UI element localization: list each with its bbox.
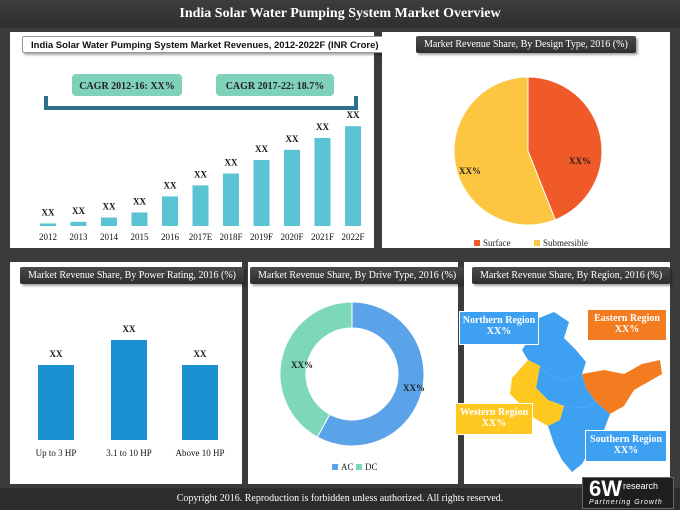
legend-ac-swatch xyxy=(332,464,338,470)
revenue-bar xyxy=(162,196,178,226)
legend-submersible-label: Submersible xyxy=(543,238,588,248)
revenue-bar xyxy=(40,223,56,226)
revenue-bar xyxy=(345,126,361,226)
revenue-bar xyxy=(253,160,270,226)
cagr-text-1: CAGR 2012-16: XX% xyxy=(79,81,175,92)
revenue-bar-label: XX xyxy=(347,110,360,120)
revenue-tick-label: 2012 xyxy=(39,232,57,242)
power-chart: XX Up to 3 HP XX 3.1 to 10 HP XX Above 10 HP xyxy=(36,324,225,458)
eastern-region-value: XX% xyxy=(614,324,640,335)
design-chart: XX% XX% Surface Submersible xyxy=(453,76,603,248)
eastern-region-shape xyxy=(582,360,662,414)
page-title: India Solar Water Pumping System Market … xyxy=(0,0,680,28)
western-region-label: Western Region XX% xyxy=(455,403,533,435)
logo-word: research xyxy=(623,481,659,491)
revenue-bar-label: XX xyxy=(103,202,116,212)
legend-dc-label: DC xyxy=(365,462,378,472)
southern-region-value: XX% xyxy=(613,445,639,456)
drive-chart-title: Market Revenue Share, By Drive Type, 201… xyxy=(250,267,465,284)
revenue-chart-title: India Solar Water Pumping System Market … xyxy=(22,36,388,53)
design-slice xyxy=(527,76,603,221)
power-bar xyxy=(111,340,147,440)
power-chart-title: Market Revenue Share, By Power Rating, 2… xyxy=(20,267,245,284)
drive-slice-label: XX% xyxy=(403,383,425,393)
revenue-tick-label: 2016 xyxy=(161,232,180,242)
revenue-tick-label: 2020F xyxy=(280,232,303,242)
power-bar-label: XX xyxy=(194,349,207,359)
design-chart-title: Market Revenue Share, By Design Type, 20… xyxy=(416,36,636,53)
revenue-bar-label: XX xyxy=(133,196,146,206)
revenue-bar-label: XX xyxy=(72,206,85,216)
drive-slice xyxy=(279,301,353,438)
eastern-region-name: Eastern Region xyxy=(594,313,660,324)
cagr-box-2 xyxy=(216,74,334,96)
legend-surface-label: Surface xyxy=(483,238,510,248)
drive-slice xyxy=(316,301,425,447)
revenue-bar xyxy=(314,138,331,226)
legend-submersible-swatch xyxy=(534,240,540,246)
logo-tagline: Partnering Growth xyxy=(589,499,663,506)
northern-region-label: Northern Region XX% xyxy=(459,311,539,345)
revenue-tick-label: 2013 xyxy=(70,232,89,242)
revenue-bar xyxy=(284,149,300,226)
cagr-box-1 xyxy=(72,74,182,96)
central-region-shape xyxy=(536,366,596,408)
western-region-shape xyxy=(510,360,564,426)
revenue-tick-label: 2021F xyxy=(311,232,334,242)
drive-slice-label: XX% xyxy=(291,360,313,370)
cagr-text-2: CAGR 2017-22: 18.7% xyxy=(226,81,325,92)
southern-region-shape xyxy=(548,402,610,472)
revenue-bar xyxy=(70,221,87,226)
power-bar xyxy=(182,365,218,440)
revenue-bar-label: XX xyxy=(286,134,299,144)
revenue-bar xyxy=(192,185,209,226)
revenue-tick-label: 2015 xyxy=(131,232,150,242)
revenue-tick-label: 2017E xyxy=(189,232,213,242)
power-bar-label: XX xyxy=(50,349,63,359)
revenue-bar-label: XX xyxy=(164,180,177,190)
power-tick-label: Up to 3 HP xyxy=(36,448,77,458)
revenue-bar xyxy=(131,212,148,226)
revenue-bar-label: XX xyxy=(316,122,329,132)
power-tick-label: 3.1 to 10 HP xyxy=(106,448,152,458)
power-bar xyxy=(38,365,74,440)
southern-region-name: Southern Region xyxy=(590,434,662,445)
legend-ac-label: AC xyxy=(341,462,354,472)
design-slice-label: XX% xyxy=(459,166,481,176)
eastern-region-label: Eastern Region XX% xyxy=(587,309,667,341)
revenue-chart: CAGR 2012-16: XX% CAGR 2017-22: 18.7% XX 20… xyxy=(39,74,365,242)
revenue-bar-label: XX xyxy=(42,207,55,217)
logo-mark: 6W xyxy=(589,476,622,501)
revenue-bar-label: XX xyxy=(255,144,268,154)
revenue-tick-label: 2019F xyxy=(250,232,273,242)
revenue-tick-label: 2014 xyxy=(100,232,119,242)
power-bar-label: XX xyxy=(123,324,136,334)
cagr-bracket xyxy=(44,96,358,110)
revenue-bar-label: XX xyxy=(225,158,238,168)
region-chart-title: Market Revenue Share, By Region, 2016 (%… xyxy=(472,267,671,284)
northern-region-value: XX% xyxy=(486,326,512,337)
southern-region-label: Southern Region XX% xyxy=(585,430,667,462)
western-region-value: XX% xyxy=(481,418,507,429)
northern-region-name: Northern Region xyxy=(462,315,536,326)
western-region-name: Western Region xyxy=(459,407,529,418)
legend-dc-swatch xyxy=(356,464,362,470)
revenue-panel xyxy=(10,32,374,248)
copyright-footer: Copyright 2016. Reproduction is forbidde… xyxy=(0,488,680,510)
revenue-bar xyxy=(223,173,239,226)
power-tick-label: Above 10 HP xyxy=(176,448,225,458)
revenue-tick-label: 2018F xyxy=(219,232,242,242)
legend-surface-swatch xyxy=(474,240,480,246)
revenue-tick-label: 2022F xyxy=(341,232,364,242)
company-logo: 6W research Partnering Growth xyxy=(582,476,674,509)
design-slice-label: XX% xyxy=(569,156,591,166)
drive-chart: XX% XX% AC DC xyxy=(279,301,425,472)
revenue-bar xyxy=(101,217,117,226)
design-slice xyxy=(453,76,556,226)
revenue-bar-label: XX xyxy=(194,169,207,179)
